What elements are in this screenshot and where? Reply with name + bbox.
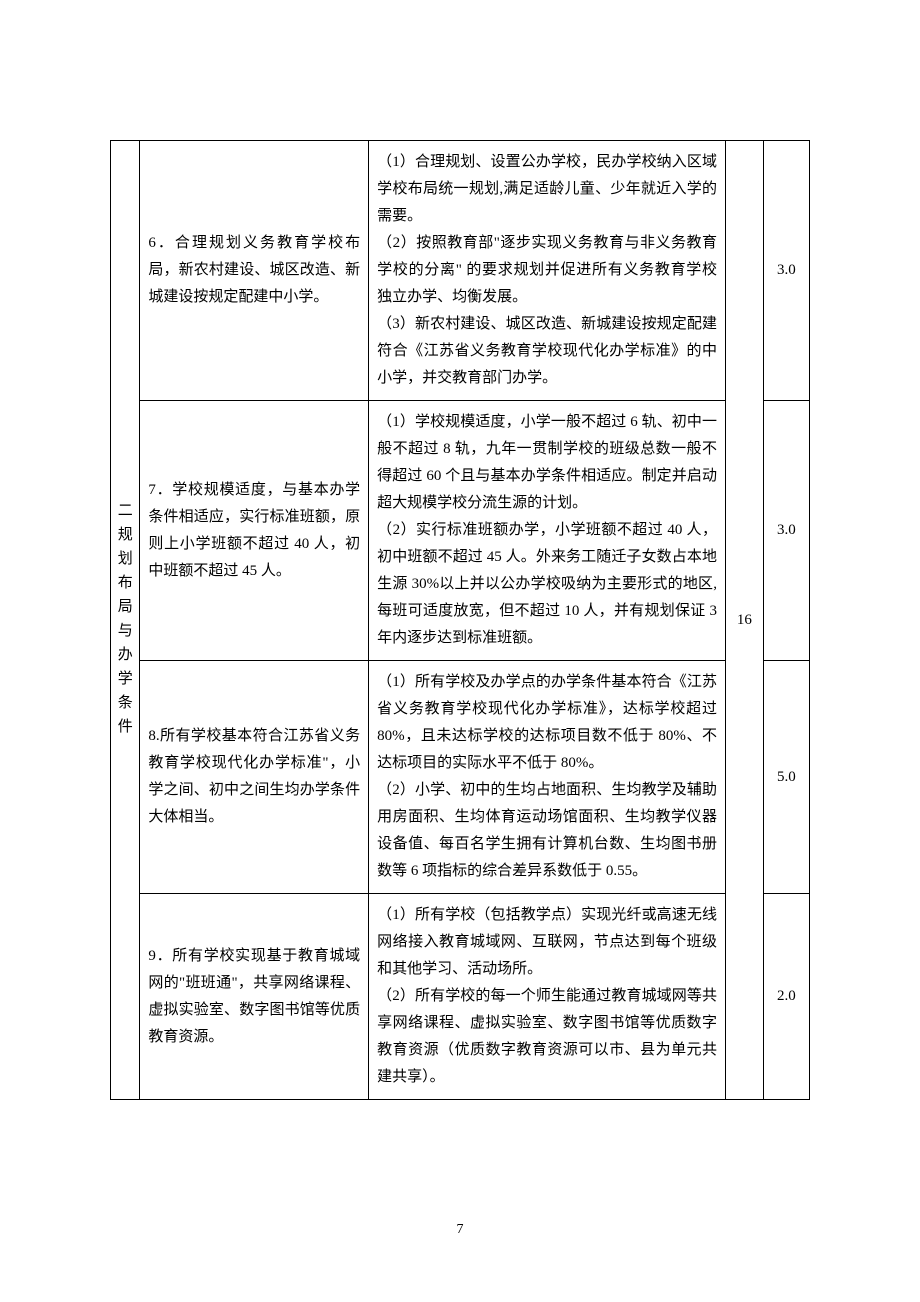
score-cell: 3.0 — [763, 401, 809, 661]
detail-cell: （1）合理规划、设置公办学校，民办学校纳入区域学校布局统一规划,满足适龄儿童、少… — [369, 141, 726, 401]
indicator-cell: 8.所有学校基本符合江苏省义务教育学校现代化办学标准"，小学之间、初中之间生均办… — [140, 661, 369, 894]
score-value: 3.0 — [777, 262, 796, 278]
table-row: 9．所有学校实现基于教育城域网的"班班通"，共享网络课程、虚拟实验室、数字图书馆… — [111, 894, 810, 1100]
weight-cell: 16 — [726, 141, 764, 1100]
detail-text: （1）学校规模适度，小学一般不超过 6 轨、初中一般不超过 8 轨，九年一贯制学… — [377, 409, 717, 652]
detail-text: （1）合理规划、设置公办学校，民办学校纳入区域学校布局统一规划,满足适龄儿童、少… — [377, 149, 717, 392]
indicator-text: 6．合理规划义务教育学校布局，新农村建设、城区改造、新城建设按规定配建中小学。 — [148, 235, 360, 305]
detail-cell: （1）学校规模适度，小学一般不超过 6 轨、初中一般不超过 8 轨，九年一贯制学… — [369, 401, 726, 661]
score-cell: 2.0 — [763, 894, 809, 1100]
table-row: 8.所有学校基本符合江苏省义务教育学校现代化办学标准"，小学之间、初中之间生均办… — [111, 661, 810, 894]
score-cell: 3.0 — [763, 141, 809, 401]
indicator-text: 9．所有学校实现基于教育城域网的"班班通"，共享网络课程、虚拟实验室、数字图书馆… — [148, 948, 360, 1045]
indicator-cell: 9．所有学校实现基于教育城域网的"班班通"，共享网络课程、虚拟实验室、数字图书馆… — [140, 894, 369, 1100]
detail-text: （1）所有学校（包括教学点）实现光纤或高速无线网络接入教育城域网、互联网，节点达… — [377, 902, 717, 1091]
detail-text: （1）所有学校及办学点的办学条件基本符合《江苏省义务教育学校现代化办学标准》，达… — [377, 669, 717, 885]
indicator-text: 8.所有学校基本符合江苏省义务教育学校现代化办学标准"，小学之间、初中之间生均办… — [148, 728, 360, 825]
indicator-text: 7．学校规模适度，与基本办学条件相适应，实行标准班额，原则上小学班额不超过 40… — [148, 482, 360, 579]
indicator-cell: 7．学校规模适度，与基本办学条件相适应，实行标准班额，原则上小学班额不超过 40… — [140, 401, 369, 661]
table-row: 二 规 划 布 局 与 办 学 条 件 6．合理规划义务教育学校布局，新农村建设… — [111, 141, 810, 401]
category-cell: 二 规 划 布 局 与 办 学 条 件 — [111, 141, 140, 1100]
category-label: 二 规 划 布 局 与 办 学 条 件 — [118, 499, 133, 739]
score-cell: 5.0 — [763, 661, 809, 894]
evaluation-table: 二 规 划 布 局 与 办 学 条 件 6．合理规划义务教育学校布局，新农村建设… — [110, 140, 810, 1100]
score-value: 2.0 — [777, 988, 796, 1004]
score-value: 3.0 — [777, 522, 796, 538]
detail-cell: （1）所有学校及办学点的办学条件基本符合《江苏省义务教育学校现代化办学标准》，达… — [369, 661, 726, 894]
score-value: 5.0 — [777, 769, 796, 785]
page-container: 二 规 划 布 局 与 办 学 条 件 6．合理规划义务教育学校布局，新农村建设… — [0, 0, 920, 1100]
weight-value: 16 — [737, 612, 752, 628]
page-number-value: 7 — [457, 1222, 464, 1237]
detail-cell: （1）所有学校（包括教学点）实现光纤或高速无线网络接入教育城域网、互联网，节点达… — [369, 894, 726, 1100]
indicator-cell: 6．合理规划义务教育学校布局，新农村建设、城区改造、新城建设按规定配建中小学。 — [140, 141, 369, 401]
page-number: 7 — [457, 1217, 464, 1242]
table-row: 7．学校规模适度，与基本办学条件相适应，实行标准班额，原则上小学班额不超过 40… — [111, 401, 810, 661]
